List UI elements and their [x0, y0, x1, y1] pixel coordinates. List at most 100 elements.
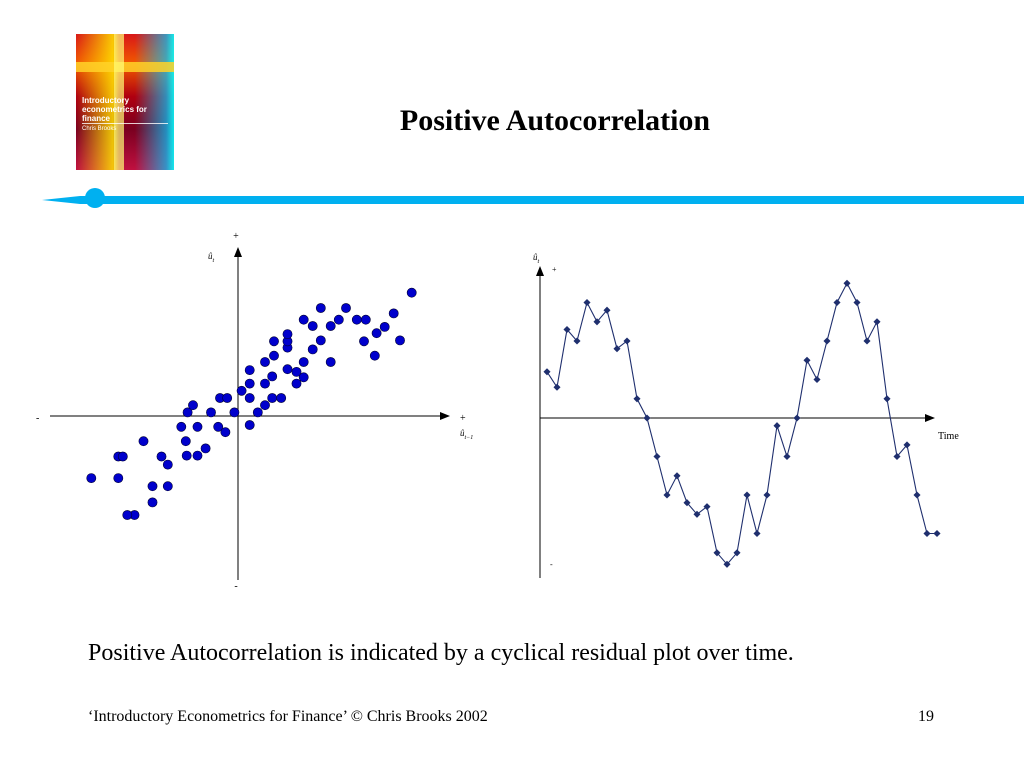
scatter-point — [188, 400, 198, 411]
scatter-point — [406, 287, 417, 298]
scatter-point — [236, 385, 247, 396]
scatter-point — [138, 436, 149, 447]
line-point — [603, 306, 611, 314]
line-point — [883, 395, 891, 403]
scatter-x-axis — [50, 412, 450, 420]
scatter-point — [192, 450, 203, 461]
line-point — [793, 414, 801, 422]
scatter-point — [182, 407, 193, 418]
scatter-point — [220, 427, 231, 438]
scatter-point — [260, 400, 270, 411]
footer-citation: ‘Introductory Econometrics for Finance’ … — [88, 708, 488, 725]
line-point — [733, 549, 741, 557]
scatter-x-label: ût−1 — [460, 428, 473, 441]
line-point — [753, 529, 761, 538]
scatter-point — [359, 336, 369, 347]
scatter-point — [269, 350, 279, 361]
line-y-axis — [536, 266, 544, 578]
scatter-point — [244, 378, 255, 389]
scatter-point — [282, 364, 293, 375]
line-point — [783, 452, 791, 461]
line-y-label: ût — [533, 252, 540, 265]
scatter-points — [86, 287, 417, 520]
scatter-y-minus: - — [234, 581, 237, 592]
line-point — [683, 499, 691, 507]
slide-caption: Positive Autocorrelation is indicated by… — [88, 640, 794, 666]
divider-line — [42, 196, 1024, 204]
scatter-point — [252, 407, 263, 418]
scatter-point — [371, 328, 382, 339]
scatter-point — [200, 443, 211, 454]
scatter-point — [86, 473, 97, 483]
line-point — [573, 337, 581, 345]
scatter-point — [360, 314, 371, 325]
line-point — [803, 356, 811, 364]
scatter-point — [156, 451, 167, 462]
line-point — [843, 279, 851, 287]
scatter-point — [325, 321, 336, 331]
scatter-point — [388, 308, 399, 319]
scatter-point — [162, 459, 173, 470]
scatter-point — [369, 350, 380, 361]
scatter-point — [213, 421, 224, 432]
scatter-point — [147, 481, 158, 492]
line-x-label: Time — [938, 431, 959, 442]
scatter-point — [395, 335, 405, 346]
scatter-y-axis — [234, 247, 242, 580]
line-point — [613, 345, 621, 353]
line-point — [933, 529, 941, 538]
scatter-point — [192, 421, 203, 432]
line-point — [773, 422, 781, 430]
scatter-chart: + - - + ût ût−1 — [36, 231, 473, 592]
scatter-point — [351, 314, 362, 325]
line-point — [863, 337, 871, 345]
line-point — [743, 491, 751, 499]
line-point — [873, 318, 881, 326]
line-point — [823, 337, 831, 345]
scatter-point — [341, 303, 351, 313]
line-point — [833, 298, 841, 307]
scatter-point — [298, 314, 309, 325]
line-point — [913, 491, 921, 499]
scatter-point — [176, 421, 187, 432]
scatter-point — [315, 335, 326, 346]
line-point — [673, 472, 681, 480]
scatter-point — [307, 344, 318, 355]
line-point — [923, 529, 931, 538]
scatter-point — [260, 357, 270, 367]
scatter-point — [244, 365, 255, 375]
line-point — [813, 375, 821, 384]
line-point — [583, 298, 591, 307]
line-chart: + - ût Time — [533, 252, 959, 578]
line-x-axis — [540, 414, 935, 422]
scatter-point — [244, 393, 255, 403]
scatter-point — [276, 393, 287, 403]
line-point — [893, 452, 901, 461]
line-point — [563, 325, 571, 334]
book-cover-rule — [82, 123, 168, 124]
scatter-point — [282, 329, 293, 339]
scatter-point — [291, 378, 302, 389]
scatter-point — [222, 393, 233, 403]
line-y-plus: + — [552, 265, 557, 274]
scatter-point — [307, 321, 318, 331]
book-cover-author: Chris Brooks — [82, 126, 117, 132]
scatter-point — [267, 371, 278, 382]
scatter-point — [180, 436, 191, 447]
line-point — [623, 337, 631, 345]
title-divider — [42, 188, 1024, 208]
line-point — [903, 441, 911, 449]
scatter-point — [315, 303, 326, 313]
scatter-point — [298, 372, 309, 383]
scatter-point — [147, 497, 158, 508]
scatter-point — [379, 322, 390, 332]
scatter-point — [298, 357, 309, 367]
scatter-point — [113, 473, 124, 483]
line-point — [713, 549, 721, 557]
scatter-point — [333, 314, 344, 325]
scatter-point — [291, 366, 302, 377]
scatter-x-minus: - — [36, 413, 39, 424]
scatter-point — [117, 451, 128, 462]
line-point — [723, 560, 731, 568]
scatter-point — [162, 481, 173, 492]
